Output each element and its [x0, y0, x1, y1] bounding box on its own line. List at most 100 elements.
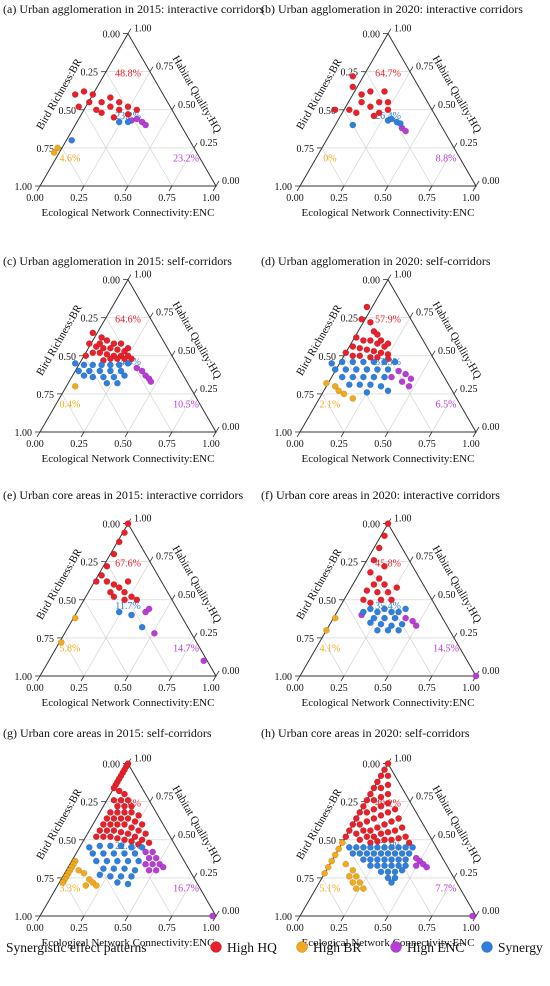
tick-mark: [472, 185, 477, 192]
point-high-hq: [93, 106, 100, 114]
grid-line: [61, 637, 85, 677]
point-synergy: [89, 373, 97, 381]
percentage-high-br: 0.4%: [59, 400, 80, 411]
point-synergy: [117, 367, 125, 375]
point-synergy: [71, 360, 79, 367]
point-synergy: [395, 627, 402, 634]
tick-mark: [453, 142, 458, 149]
point-synergy: [110, 865, 118, 873]
panel-g: (g) Urban core areas in 2015: self-corri…: [3, 726, 240, 949]
point-high-hq: [124, 578, 132, 585]
point-high-hq: [110, 114, 118, 121]
point-high-hq: [110, 827, 118, 834]
tick-mark: [80, 915, 85, 922]
point-high-hq: [96, 349, 104, 357]
point-synergy: [352, 844, 360, 851]
tick-mark: [431, 350, 436, 356]
point-high-hq: [375, 109, 383, 117]
point-high-hq: [121, 790, 128, 798]
point-high-enc: [388, 373, 395, 381]
tick-mark: [431, 594, 436, 600]
scatter-points: [59, 760, 216, 920]
point-high-hq: [377, 784, 385, 792]
grid-line: [431, 147, 455, 187]
point-synergy: [360, 358, 367, 366]
point-high-hq: [360, 827, 367, 834]
tick-mark: [215, 910, 220, 917]
point-high-hq: [375, 544, 383, 552]
point-synergy: [367, 844, 374, 851]
grid-line: [365, 561, 433, 677]
point-synergy: [384, 366, 392, 373]
point-high-br: [323, 379, 330, 387]
tick-mark: [193, 872, 198, 879]
point-synergy: [121, 850, 128, 857]
left-tick-label: 1.00: [15, 672, 33, 683]
right-tick-label: 0.00: [482, 666, 500, 677]
tick-mark: [296, 675, 301, 682]
point-high-hq: [377, 803, 385, 810]
point-high-br: [356, 879, 364, 886]
point-high-hq: [367, 569, 374, 576]
point-high-hq: [121, 529, 128, 537]
legend-title: Synergistic effect patterns: [6, 940, 146, 955]
point-high-hq: [349, 352, 357, 360]
point-high-enc: [412, 622, 420, 630]
bottom-tick-label: 1.00: [462, 683, 480, 694]
point-high-br: [323, 627, 330, 634]
percentage-high-hq: 55.6%: [115, 798, 141, 809]
point-high-enc: [142, 848, 149, 856]
left-tick-label: 0.50: [319, 352, 337, 363]
point-high-hq: [107, 103, 114, 110]
bottom-tick-label: 0.25: [330, 683, 348, 694]
left-tick-label: 0.25: [341, 558, 359, 569]
point-high-hq: [131, 833, 139, 841]
point-high-enc: [407, 375, 415, 383]
tick-mark: [475, 180, 480, 187]
point-high-hq: [367, 827, 374, 834]
grid-line: [61, 877, 85, 917]
grid-line: [321, 393, 345, 433]
point-synergy: [128, 611, 135, 619]
point-high-hq: [93, 578, 100, 585]
scatter-points: [50, 88, 149, 156]
tick-mark: [387, 28, 392, 34]
right-tick-label: 1.00: [134, 754, 152, 765]
panel-h: (h) Urban core areas in 2020: self-corri…: [261, 726, 500, 949]
point-high-hq: [331, 106, 339, 114]
point-synergy: [374, 856, 381, 863]
point-synergy: [114, 379, 121, 387]
point-high-hq: [100, 344, 107, 352]
point-high-hq: [98, 109, 105, 117]
right-tick-label: 0.50: [438, 590, 456, 601]
point-synergy: [124, 857, 132, 865]
point-high-hq: [133, 106, 141, 114]
bottom-tick-label: 0.00: [26, 923, 44, 934]
point-high-br: [352, 885, 360, 892]
tick-mark: [409, 312, 414, 318]
point-high-hq: [115, 584, 123, 591]
legend-marker-high-hq: [210, 941, 222, 953]
point-high-hq: [367, 337, 374, 344]
point-high-hq: [384, 772, 392, 780]
point-high-hq: [128, 824, 135, 831]
right-tick-label: 0.75: [156, 62, 174, 73]
grid-line: [321, 637, 345, 677]
point-high-hq: [107, 94, 114, 101]
percentage-high-hq: 57.9%: [375, 314, 401, 325]
right-axis-label: Habitat Quality:HQ: [430, 54, 484, 135]
point-high-hq: [370, 806, 378, 813]
point-synergy: [391, 358, 399, 366]
tick-mark: [149, 66, 154, 72]
bottom-tick-label: 0.50: [114, 193, 132, 204]
point-synergy: [363, 389, 371, 396]
point-high-hq: [124, 830, 132, 838]
point-high-hq: [367, 88, 374, 95]
point-synergy: [363, 850, 371, 857]
right-tick-label: 0.75: [416, 308, 434, 319]
percentage-high-hq: 48.8%: [115, 68, 141, 79]
bottom-tick-label: 1.00: [202, 683, 220, 694]
point-synergy: [117, 842, 125, 850]
point-synergy: [110, 373, 118, 381]
point-high-hq: [115, 106, 123, 114]
